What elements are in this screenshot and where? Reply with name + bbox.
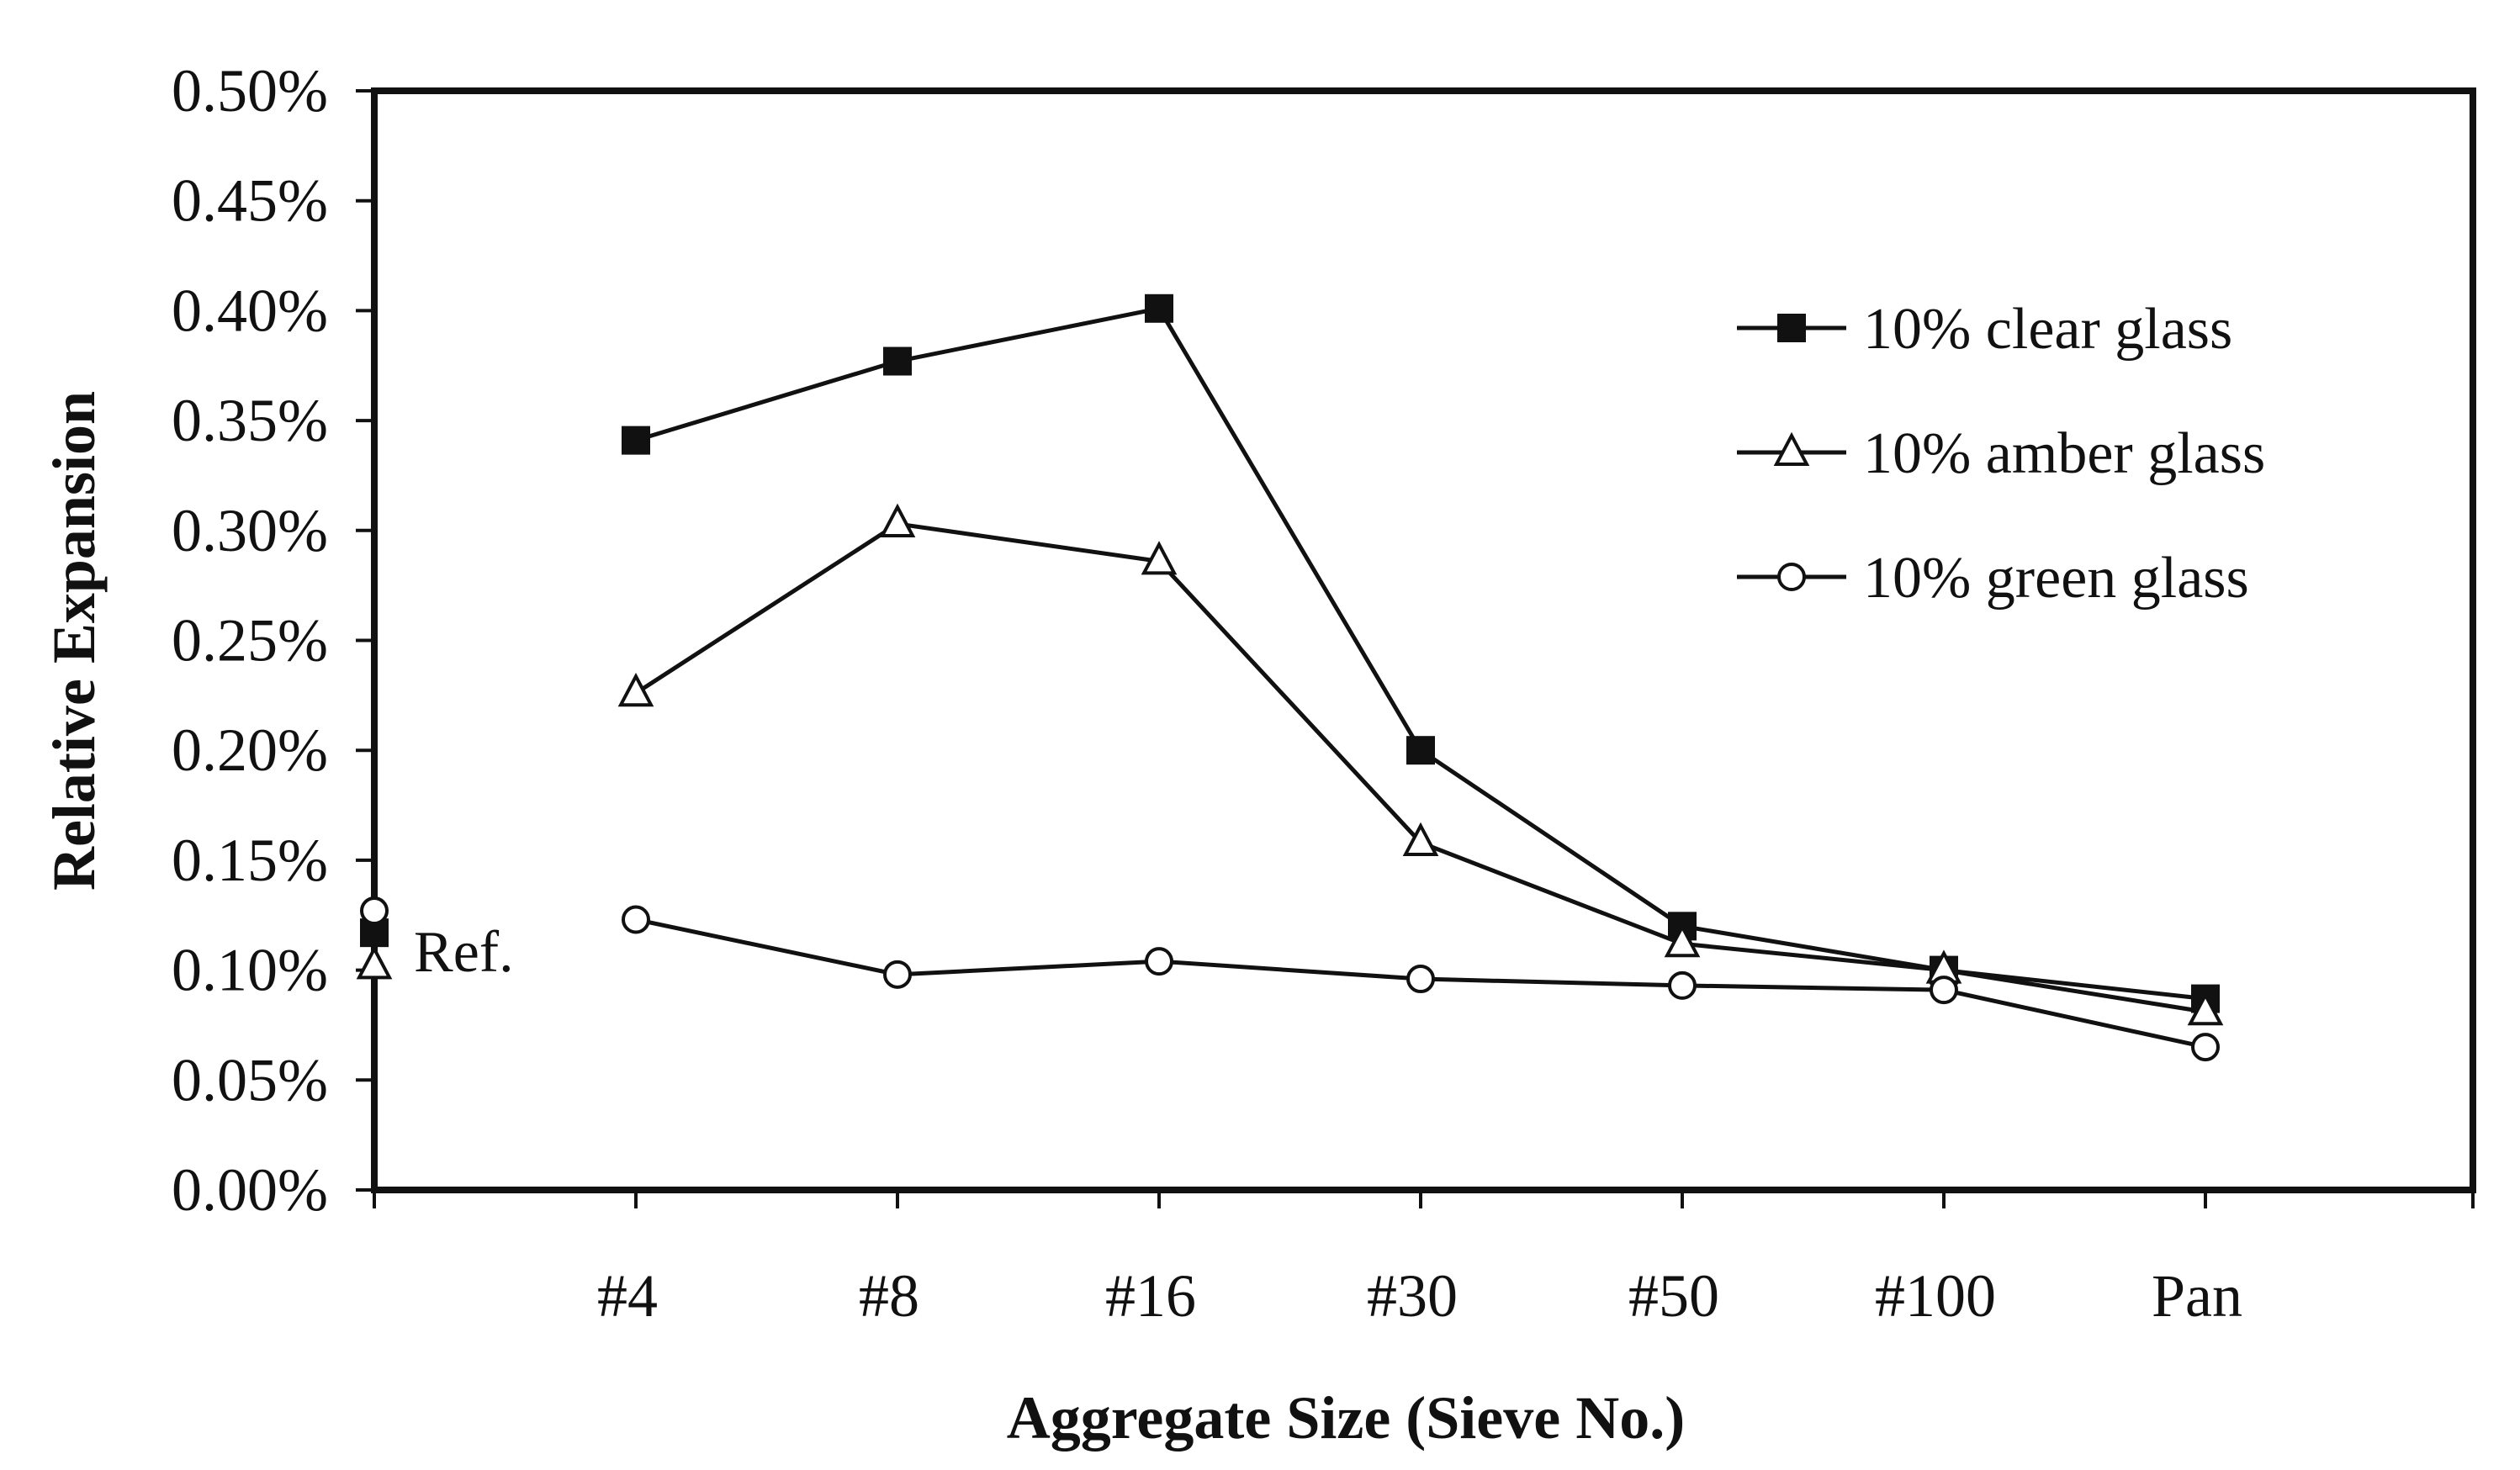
y-axis-title: Relative Expansion [40,391,108,891]
y-tick-label: 0.15% [172,827,328,894]
y-tick-label: 0.10% [172,937,328,1004]
legend-marker [1773,431,1810,466]
x-tick-label: #100 [1875,1262,1996,1330]
legend-label: 10% green glass [1863,546,2249,611]
reference-point [356,945,393,980]
data-point [622,905,650,934]
legend-label: 10% clear glass [1863,297,2232,362]
x-tick-label: #8 [859,1262,919,1330]
data-point [1664,923,1701,958]
data-point [883,960,912,989]
series-1 [360,293,2220,1013]
legend-marker [1777,314,1806,342]
legend-marker [1777,563,1806,591]
legend-label: 10% amber glass [1863,421,2265,486]
plot-frame [371,87,2476,1193]
x-tick-label: #16 [1105,1262,1196,1330]
data-point [1668,970,1697,1000]
legend-item: 10% green glass [1737,546,2249,611]
data-point [1406,965,1435,994]
data-point [1145,293,1173,323]
data-point [1145,947,1173,976]
y-tick-label: 0.30% [172,497,328,564]
legend-item: 10% clear glass [1737,297,2232,362]
data-point [617,672,654,707]
data-point [2191,1033,2220,1062]
series-3 [360,896,2220,1062]
data-point [1141,541,1178,575]
y-tick-label: 0.35% [172,387,328,454]
legend: 10% clear glass 10% amber glass 10% green … [1737,297,2265,611]
y-axis: 0.00% 0.05% 0.10% 0.15% 0.20% 0.25% 0.30% 0.35%… [172,57,374,1224]
data-point [1406,736,1435,765]
y-tick-label: 0.40% [172,277,328,344]
y-tick-label: 0.00% [172,1156,328,1224]
y-tick-label: 0.20% [172,716,328,784]
series-line [635,305,2206,1002]
data-point [883,346,912,376]
data-point [879,503,916,537]
y-tick-label: 0.50% [172,57,328,124]
x-tick-label: #30 [1367,1262,1458,1330]
y-tick-label: 0.45% [172,167,328,235]
series-layer [356,293,2224,1062]
data-point [2187,991,2224,1026]
data-point [1930,976,1958,1005]
reference-point [360,896,389,926]
y-tick-label: 0.05% [172,1046,328,1113]
x-tick-label: #4 [597,1262,658,1330]
x-axis: #4 #8 #16 #30 #50 #100 Pan [373,1190,2475,1330]
y-tick-label: 0.25% [172,607,328,674]
x-tick-label: Pan [2152,1262,2242,1330]
data-point [1402,822,1439,856]
x-axis-title: Aggregate Size (Sieve No.) [1007,1384,1685,1451]
series-2 [356,503,2224,1026]
x-tick-label: #50 [1628,1262,1719,1330]
data-point [622,426,650,455]
legend-item: 10% amber glass [1737,421,2265,486]
reference-label: Ref. [414,920,514,985]
